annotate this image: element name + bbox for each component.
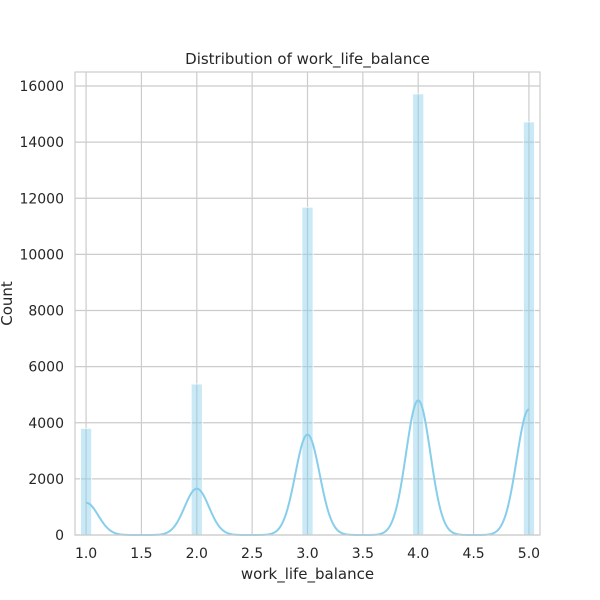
grid-lines	[75, 72, 540, 536]
histogram-bar	[301, 206, 314, 536]
x-tick-label: 3.0	[296, 546, 318, 562]
x-tick-labels: 1.0 1.5 2.0 2.5 3.0 3.5 4.0 4.5 5.0	[75, 546, 540, 562]
y-tick-label: 8000	[28, 304, 64, 320]
x-axis-title: work_life_balance	[241, 565, 374, 584]
x-tick-label: 2.0	[186, 546, 208, 562]
x-tick-label: 4.5	[462, 546, 484, 562]
plot-frame	[74, 71, 541, 536]
x-tick-label: 1.0	[75, 546, 97, 562]
y-tick-label: 12000	[19, 191, 64, 207]
y-tick-label: 16000	[19, 79, 64, 95]
y-tick-labels: 0 2000 4000 6000 8000 10000 12000 14000 16000	[19, 79, 64, 544]
y-tick-label: 2000	[28, 472, 64, 488]
x-tick-label: 4.0	[407, 546, 429, 562]
x-tick-label: 3.5	[352, 546, 374, 562]
x-tick-label: 5.0	[518, 546, 540, 562]
histogram-bar	[412, 93, 425, 536]
y-tick-label: 6000	[28, 360, 64, 376]
y-tick-label: 4000	[28, 416, 64, 432]
histogram-bar	[190, 383, 203, 536]
chart-title: Distribution of work_life_balance	[185, 50, 430, 69]
y-tick-label: 10000	[19, 247, 64, 263]
y-tick-label: 0	[55, 528, 64, 544]
histogram-bar	[80, 427, 93, 536]
y-tick-label: 14000	[19, 135, 64, 151]
y-axis-title: Count	[0, 281, 16, 326]
x-tick-label: 2.5	[241, 546, 263, 562]
x-tick-label: 1.5	[130, 546, 152, 562]
histogram-bar	[522, 121, 535, 536]
